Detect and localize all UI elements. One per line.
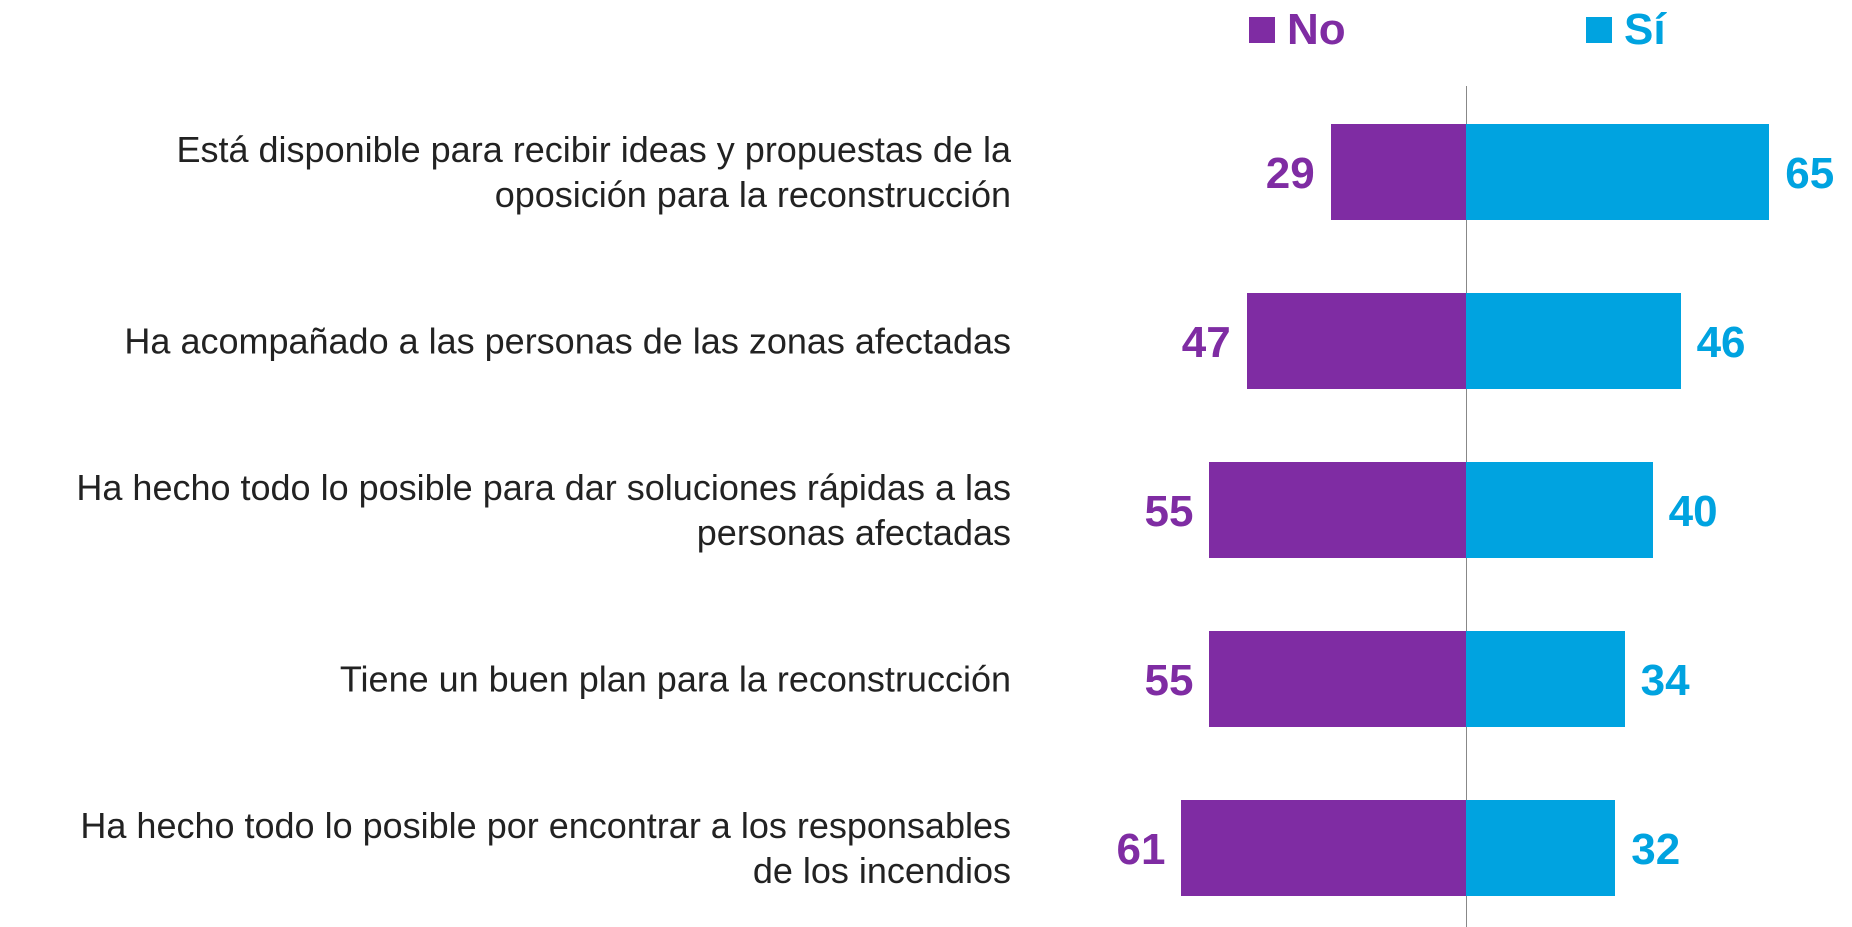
bar	[1466, 293, 1681, 389]
value-label: 55	[1144, 487, 1194, 536]
value-label: 46	[1696, 318, 1746, 367]
category-label: Ha hecho todo lo posible para dar soluci…	[76, 467, 1011, 553]
bar	[1209, 631, 1466, 727]
bar	[1209, 462, 1466, 558]
legend-swatch	[1249, 17, 1275, 43]
category-label: Ha acompañado a las personas de las zona…	[124, 320, 1011, 362]
value-label: 32	[1631, 825, 1681, 874]
value-label: 55	[1144, 656, 1194, 705]
value-label: 40	[1668, 487, 1718, 536]
value-label: 47	[1181, 318, 1231, 367]
bar	[1181, 800, 1466, 896]
value-label: 65	[1785, 149, 1835, 198]
legend-label: Sí	[1624, 5, 1666, 54]
bar	[1466, 631, 1625, 727]
bar	[1246, 293, 1466, 389]
bar	[1330, 124, 1466, 220]
bar	[1466, 462, 1653, 558]
bar	[1466, 800, 1616, 896]
value-label: 34	[1640, 656, 1690, 705]
value-label: 61	[1116, 825, 1166, 874]
bar	[1466, 124, 1770, 220]
category-label: Ha hecho todo lo posible por encontrar a…	[80, 805, 1011, 891]
category-label: Está disponible para recibir ideas y pro…	[176, 129, 1012, 215]
legend-swatch	[1586, 17, 1612, 43]
value-label: 29	[1265, 149, 1315, 198]
legend-label: No	[1287, 5, 1346, 54]
category-label: Tiene un buen plan para la reconstrucció…	[339, 658, 1011, 700]
